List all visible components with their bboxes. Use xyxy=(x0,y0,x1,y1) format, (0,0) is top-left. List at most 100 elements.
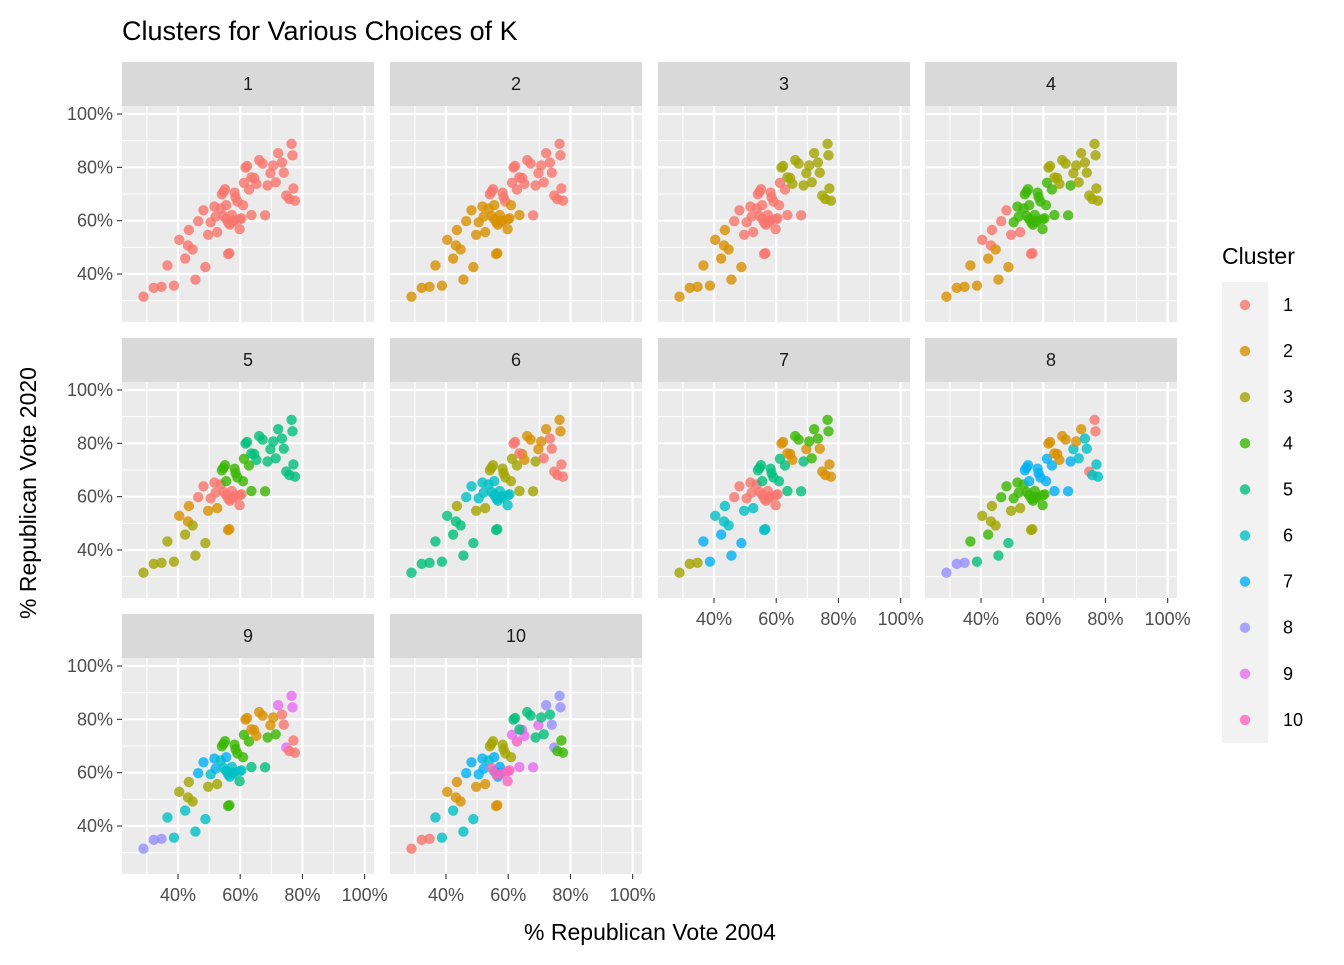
legend-entry-2: 2 xyxy=(1239,341,1293,361)
data-point xyxy=(224,800,235,811)
legend-key xyxy=(1239,576,1251,587)
data-point xyxy=(773,200,785,211)
data-point xyxy=(257,158,268,169)
data-point xyxy=(514,485,525,497)
data-point xyxy=(480,502,491,514)
data-point xyxy=(822,414,833,426)
data-point xyxy=(489,200,500,211)
data-point xyxy=(241,160,253,172)
data-point xyxy=(436,832,448,843)
data-point xyxy=(1037,214,1048,225)
legend-entry-6: 6 xyxy=(1239,526,1293,546)
data-point xyxy=(527,210,539,221)
data-point xyxy=(506,177,518,188)
data-point xyxy=(1037,490,1048,501)
data-point xyxy=(187,244,198,255)
legend-key xyxy=(1239,438,1251,449)
data-point xyxy=(556,459,567,470)
data-point xyxy=(221,476,232,487)
data-point xyxy=(759,217,770,228)
legend-label: 5 xyxy=(1283,479,1293,499)
data-point xyxy=(540,424,552,435)
data-point xyxy=(505,752,517,763)
data-point xyxy=(278,167,289,178)
data-point xyxy=(554,414,565,426)
data-point xyxy=(544,433,556,444)
data-point xyxy=(241,436,253,448)
data-point xyxy=(770,224,781,235)
data-point xyxy=(416,558,427,570)
legend-title: Cluster xyxy=(1222,243,1295,269)
data-point xyxy=(941,567,952,578)
data-point xyxy=(704,280,716,291)
data-point xyxy=(442,510,453,522)
data-point xyxy=(760,248,771,259)
data-point xyxy=(514,172,525,183)
legend-entry-7: 7 xyxy=(1239,572,1293,592)
x-tick-label: 100% xyxy=(1145,609,1191,629)
data-point xyxy=(557,195,569,206)
data-point xyxy=(1040,476,1052,487)
legend-label: 9 xyxy=(1283,664,1293,684)
data-point xyxy=(509,712,521,724)
data-point xyxy=(806,453,817,464)
data-point xyxy=(406,567,417,578)
data-point xyxy=(424,281,435,292)
legend-label: 7 xyxy=(1283,572,1293,592)
data-point xyxy=(138,843,149,854)
data-point xyxy=(556,183,567,194)
data-point xyxy=(804,160,815,171)
x-tick-label: 40% xyxy=(160,885,196,905)
data-point xyxy=(505,200,517,211)
y-tick-label: 60% xyxy=(77,487,113,507)
data-point xyxy=(798,180,809,191)
data-point xyxy=(1044,160,1056,172)
data-point xyxy=(1049,448,1060,459)
data-point xyxy=(224,248,235,259)
facet-strip xyxy=(390,62,642,106)
data-point xyxy=(424,557,435,568)
data-point xyxy=(268,712,279,723)
data-point xyxy=(237,476,249,487)
data-point xyxy=(506,729,518,740)
data-point xyxy=(223,769,234,780)
data-point xyxy=(514,209,525,221)
data-point xyxy=(447,529,459,540)
data-point xyxy=(200,261,211,273)
data-point xyxy=(492,800,503,811)
data-point xyxy=(202,781,214,792)
facet-strip-label: 4 xyxy=(1046,74,1056,94)
data-point xyxy=(554,138,565,150)
data-point xyxy=(971,280,983,291)
x-tick-label: 80% xyxy=(552,885,588,905)
data-point xyxy=(941,291,952,302)
y-tick-label: 100% xyxy=(67,104,113,124)
data-point xyxy=(996,216,1007,227)
facet-strip xyxy=(658,338,910,382)
x-tick-label: 60% xyxy=(222,885,258,905)
data-point xyxy=(734,205,745,216)
data-point xyxy=(536,436,547,447)
data-point xyxy=(684,282,695,294)
data-point xyxy=(1065,180,1076,191)
data-point xyxy=(289,747,301,758)
data-point xyxy=(1015,502,1026,514)
data-point xyxy=(1041,177,1053,188)
legend-key xyxy=(1239,530,1251,541)
data-point xyxy=(993,274,1004,285)
y-tick-label: 100% xyxy=(67,656,113,676)
data-point xyxy=(487,460,499,471)
data-point xyxy=(982,529,994,540)
data-point xyxy=(183,224,195,236)
data-point xyxy=(451,224,463,236)
data-point xyxy=(1075,148,1087,159)
data-point xyxy=(212,226,223,238)
data-point xyxy=(502,766,513,777)
data-point xyxy=(509,160,521,172)
data-point xyxy=(505,476,517,487)
x-tick-label: 40% xyxy=(696,609,732,629)
x-tick-label: 60% xyxy=(490,885,526,905)
x-tick-label: 80% xyxy=(1087,609,1123,629)
data-point xyxy=(489,476,500,487)
